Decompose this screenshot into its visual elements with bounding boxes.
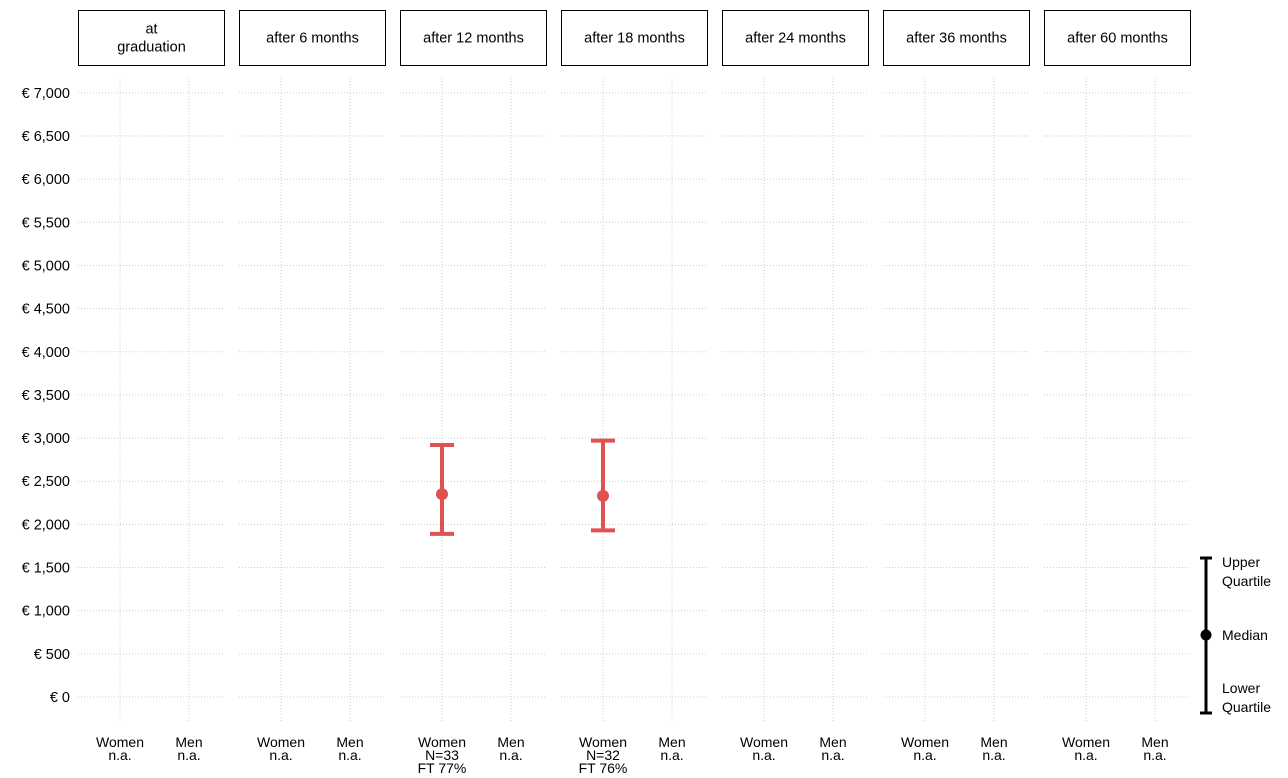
y-tick-label: € 1,000 [22,604,70,620]
group-label: Women [418,734,466,750]
group-info: FT 76% [579,760,628,776]
panel-header-label: after 24 months [745,31,846,47]
panel-header [722,10,869,66]
panel-header [883,10,1030,66]
group-label: Women [901,734,949,750]
median-point [597,489,609,502]
group-info: n.a. [982,747,1005,763]
errorbar [591,438,615,533]
group-info: N=33 [425,747,459,763]
y-tick-label: € 4,000 [22,345,70,361]
group-label: Women [1062,734,1110,750]
panel-header [400,10,547,66]
y-tick-label: € 2,000 [22,517,70,533]
y-tick-label: € 0 [50,690,70,706]
group-info: n.a. [821,747,844,763]
panel-header-label: after 60 months [1067,31,1168,47]
group-info: n.a. [1143,747,1166,763]
group-label: Men [819,734,846,750]
y-tick-label: € 2,500 [22,474,70,490]
group-info: n.a. [338,747,361,763]
group-label: Men [980,734,1007,750]
y-tick-label: € 7,000 [22,86,70,102]
group-label: Women [257,734,305,750]
panel-header [78,10,225,66]
group-info: n.a. [177,747,200,763]
panel-header [561,10,708,66]
errorbar [430,442,454,536]
y-tick-label: € 3,500 [22,388,70,404]
legend-lower-label: Lower Quartile [1222,680,1271,715]
panel-header-label: after 36 months [906,31,1007,47]
group-info: n.a. [1074,747,1097,763]
group-label: Women [96,734,144,750]
legend: Upper Quartile Median Lower Quartile [1200,554,1271,715]
group-label: Women [579,734,627,750]
group-label: Men [658,734,685,750]
y-tick-label: € 5,500 [22,215,70,231]
group-info: n.a. [108,747,131,763]
group-info: n.a. [913,747,936,763]
legend-median-point [1200,629,1212,641]
group-info: FT 77% [418,760,467,776]
panel-header-label: after 6 months [266,31,359,47]
group-label: Men [497,734,524,750]
group-info: n.a. [499,747,522,763]
legend-upper-label: Upper Quartile [1222,554,1271,589]
panel-header-label: after 12 months [423,31,524,47]
y-tick-label: € 4,500 [22,302,70,318]
y-tick-label: € 1,500 [22,561,70,577]
group-label: Men [1141,734,1168,750]
legend-median-label: Median [1222,627,1268,643]
y-tick-label: € 6,500 [22,129,70,145]
group-label: Men [175,734,202,750]
panel-header [239,10,386,66]
panel-header-label: after 18 months [584,31,685,47]
y-tick-label: € 500 [34,647,70,663]
panel-header [1044,10,1191,66]
median-point [436,488,448,501]
group-info: N=32 [586,747,620,763]
group-label: Men [336,734,363,750]
group-info: n.a. [660,747,683,763]
panel-header-label: at graduation [117,22,186,56]
y-axis: € 0 € 500 € 1,000 € 1,500 € 2,000 € 2,500 € 3,… [22,86,70,706]
group-label: Women [740,734,788,750]
group-info: n.a. [269,747,292,763]
y-tick-label: € 6,000 [22,172,70,188]
y-tick-label: € 5,000 [22,258,70,274]
group-info: n.a. [752,747,775,763]
y-tick-label: € 3,000 [22,431,70,447]
